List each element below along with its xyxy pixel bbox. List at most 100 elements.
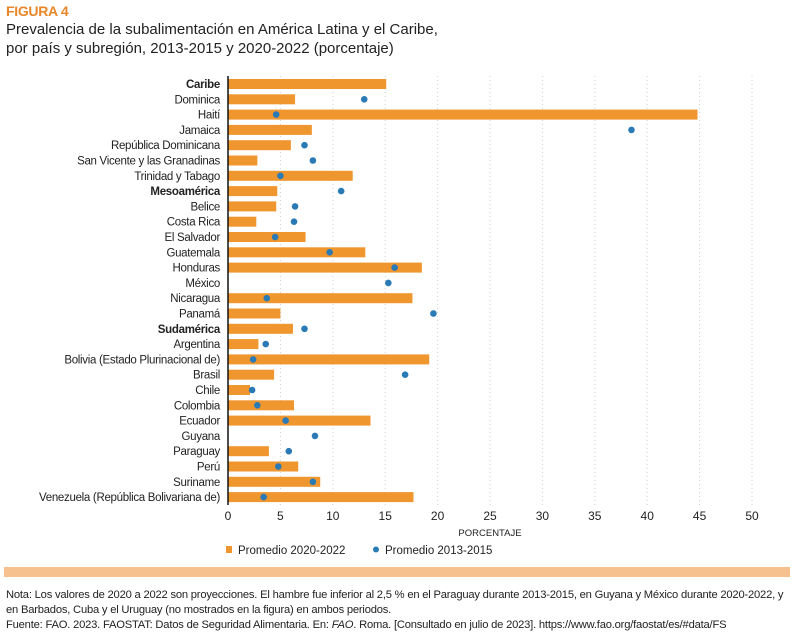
footnote: Nota: Los valores de 2020 a 2022 son pro… — [6, 588, 791, 633]
category-label: Ecuador — [179, 416, 220, 428]
dot-2013-2015 — [271, 233, 279, 241]
dot-2013-2015 — [301, 141, 308, 149]
category-label: El Salvador — [164, 232, 220, 244]
dot-2013-2015 — [628, 126, 635, 134]
category-label: República Dominicana — [111, 140, 221, 152]
dot-2013-2015 — [430, 310, 437, 317]
x-tick-label: 10 — [326, 509, 340, 523]
category-label: Guyana — [182, 431, 221, 443]
category-label: Haití — [198, 110, 221, 122]
dot-2013-2015 — [254, 402, 261, 409]
bar-2020-2022 — [228, 109, 698, 120]
category-label: Panamá — [179, 309, 221, 321]
category-label: Suriname — [173, 477, 220, 489]
bar-2020-2022 — [228, 308, 281, 319]
bar-2020-2022 — [228, 262, 422, 273]
dot-2013-2015 — [277, 172, 284, 180]
category-label: Dominica — [174, 94, 220, 106]
x-tick-label: 30 — [536, 509, 550, 523]
bar-2020-2022 — [228, 354, 430, 365]
category-label: Perú — [197, 462, 220, 474]
bar-2020-2022 — [228, 140, 291, 151]
dot-2013-2015 — [301, 325, 308, 333]
chart-title: Prevalencia de la subalimentación en Amé… — [6, 20, 438, 58]
dot-2013-2015 — [337, 187, 345, 195]
legend-swatch-dot — [373, 546, 379, 553]
bar-2020-2022 — [228, 369, 275, 380]
x-tick-label: 0 — [225, 509, 232, 523]
category-label: Bolivia (Estado Plurinacional de) — [64, 354, 220, 366]
chart: 0 5 10 15 20 25 30 35 40 45 50 PORCENTAJE Caribe Domi… — [39, 76, 759, 557]
dot-2013-2015 — [309, 478, 317, 486]
category-label: Argentina — [173, 339, 220, 351]
x-tick-label: 45 — [693, 509, 707, 523]
title-line-2: por país y subregión, 2013-2015 y 2020-2… — [6, 40, 394, 57]
bar-2020-2022 — [228, 323, 293, 334]
dot-2013-2015 — [285, 447, 293, 455]
x-tick-label: 5 — [277, 509, 284, 523]
dot-2013-2015 — [385, 279, 392, 287]
dot-2013-2015 — [401, 371, 409, 379]
category-label: Mesoamérica — [150, 186, 220, 198]
category-label: Sudamérica — [158, 324, 221, 336]
dot-2013-2015 — [249, 356, 257, 363]
category-label: San Vicente y las Granadinas — [77, 156, 220, 168]
x-tick-label: 35 — [588, 509, 602, 523]
bar-2020-2022 — [228, 400, 295, 411]
category-label: Costa Rica — [167, 217, 221, 229]
category-label: Belice — [190, 201, 220, 213]
bar-2020-2022 — [228, 186, 278, 197]
bar-2020-2022 — [228, 94, 296, 105]
dot-2013-2015 — [291, 203, 299, 210]
legend-label-2020-2022: Promedio 2020-2022 — [238, 545, 345, 557]
category-label: Venezuela (República Bolivariana de) — [39, 492, 220, 504]
dot-2013-2015 — [290, 218, 298, 225]
bar-2020-2022 — [228, 79, 387, 89]
x-tick-label: 15 — [379, 509, 393, 523]
category-label: Brasil — [193, 370, 220, 382]
bar-2020-2022 — [228, 385, 251, 395]
dot-2013-2015 — [391, 264, 398, 271]
category-label: Jamaica — [179, 125, 221, 137]
separator-band — [4, 567, 790, 577]
bar-2020-2022 — [228, 476, 321, 487]
figure-label: FIGURA 4 — [6, 3, 69, 19]
category-label: Guatemala — [166, 247, 220, 259]
bar-2020-2022 — [228, 216, 257, 227]
x-tick-label: 25 — [483, 509, 497, 523]
bar-2020-2022 — [228, 293, 413, 304]
category-label: Trinidad y Tabago — [134, 171, 220, 183]
dot-2013-2015 — [326, 249, 333, 256]
bar-2020-2022 — [228, 170, 353, 181]
dot-2013-2015 — [311, 432, 319, 440]
category-label: Paraguay — [173, 446, 220, 458]
category-label: Chile — [195, 385, 220, 397]
category-label: Colombia — [174, 400, 221, 412]
category-label: Honduras — [173, 263, 221, 275]
x-tick-label: 20 — [431, 509, 445, 523]
category-label: Nicaragua — [170, 293, 221, 305]
title-line-1: Prevalencia de la subalimentación en Amé… — [6, 21, 438, 38]
bar-2020-2022 — [228, 124, 312, 135]
dot-2013-2015 — [275, 463, 282, 470]
x-tick-label: 40 — [641, 509, 655, 523]
bar-2020-2022 — [228, 155, 258, 166]
x-tick-label: 50 — [745, 509, 759, 523]
dot-2013-2015 — [282, 417, 289, 424]
dot-2013-2015 — [248, 386, 256, 394]
dot-2013-2015 — [263, 294, 271, 302]
source-text: Fuente: FAO. 2023. FAOSTAT: Datos de Seg… — [6, 619, 727, 631]
bar-2020-2022 — [228, 415, 371, 426]
dot-2013-2015 — [262, 340, 270, 348]
dot-2013-2015 — [272, 111, 280, 118]
dot-2013-2015 — [260, 493, 267, 501]
bar-2020-2022 — [228, 247, 366, 258]
dot-2013-2015 — [309, 157, 317, 164]
bar-2020-2022 — [228, 232, 306, 242]
dot-2013-2015 — [360, 96, 368, 103]
note-text: Nota: Los valores de 2020 a 2022 son pro… — [6, 589, 784, 616]
legend-swatch-bar — [226, 546, 232, 553]
bar-2020-2022 — [228, 446, 269, 457]
x-axis-title: PORCENTAJE — [458, 528, 521, 539]
bar-2020-2022 — [228, 201, 277, 212]
